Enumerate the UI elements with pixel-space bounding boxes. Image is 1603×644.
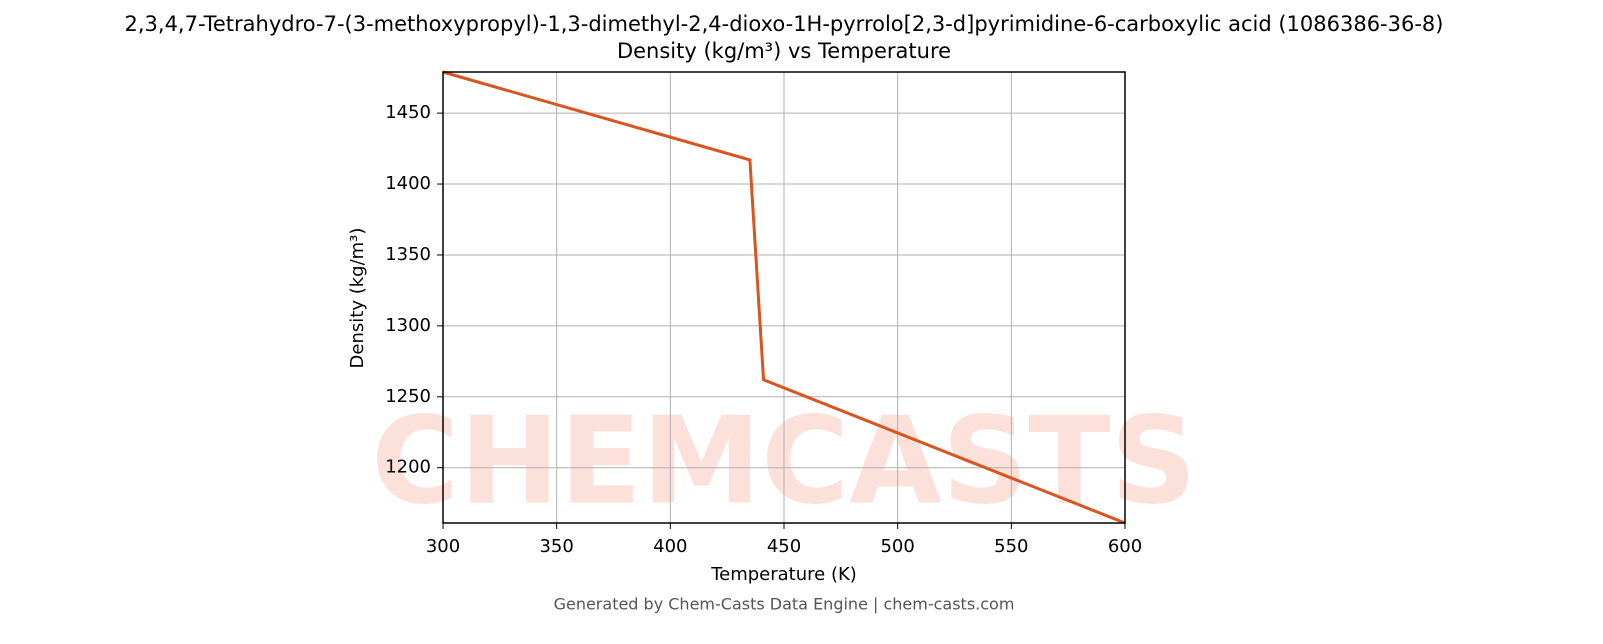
- x-tick-label: 450: [767, 536, 801, 557]
- y-tick-label: 1200: [385, 457, 431, 478]
- y-axis-label: Density (kg/m³): [347, 228, 368, 369]
- x-tick-label: 600: [1108, 536, 1142, 557]
- x-tick-label: 400: [653, 536, 687, 557]
- x-tick-label: 350: [539, 536, 573, 557]
- y-tick-label: 1300: [385, 315, 431, 336]
- plot-frame: [442, 71, 1126, 524]
- y-tick-label: 1400: [385, 173, 431, 194]
- x-tick-label: 550: [994, 536, 1028, 557]
- data-line: [442, 70, 1126, 525]
- x-tick-label: 500: [880, 536, 914, 557]
- y-tick-label: 1250: [385, 386, 431, 407]
- chart-title: 2,3,4,7-Tetrahydro-7-(3-methoxypropyl)-1…: [125, 12, 1444, 36]
- chart-subtitle: Density (kg/m³) vs Temperature: [617, 39, 951, 63]
- x-axis-label: Temperature (K): [710, 564, 857, 585]
- y-tick-label: 1350: [385, 244, 431, 265]
- x-tick-label: 300: [426, 536, 460, 557]
- footer: Generated by Chem-Casts Data Engine | ch…: [554, 595, 1015, 614]
- y-tick-label: 1450: [385, 102, 431, 123]
